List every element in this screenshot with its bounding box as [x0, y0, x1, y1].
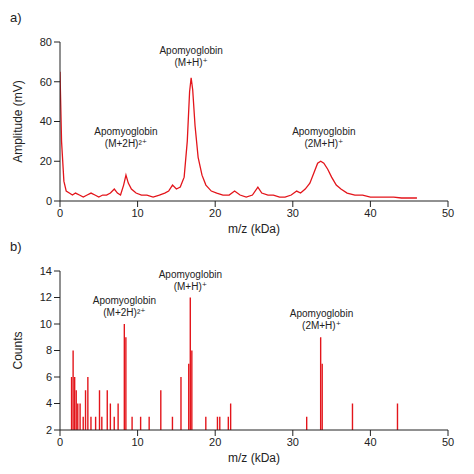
svg-text:Apomyoglobin(M+2H)²⁺: Apomyoglobin(M+2H)²⁺	[94, 126, 157, 149]
svg-text:Apomyoglobin(M+2H)²⁺: Apomyoglobin(M+2H)²⁺	[93, 295, 156, 318]
html-text:a): a)	[10, 10, 22, 25]
svg-text:Apomyoglobin(M+H)⁺: Apomyoglobin(M+H)⁺	[159, 269, 222, 292]
svg-text:10: 10	[131, 436, 143, 448]
svg-text:6: 6	[46, 371, 52, 383]
svg-text:40: 40	[364, 207, 376, 219]
svg-text:0: 0	[57, 436, 63, 448]
svg-text:30: 30	[287, 436, 299, 448]
svg-text:4: 4	[46, 397, 52, 409]
svg-text:0: 0	[46, 195, 52, 207]
svg-text:Apomyoglobin(2M+H)⁺: Apomyoglobin(2M+H)⁺	[292, 126, 355, 149]
svg-text:30: 30	[287, 207, 299, 219]
svg-text:m/z (kDa): m/z (kDa)	[228, 222, 280, 236]
svg-text:50: 50	[442, 436, 454, 448]
html-text:b): b)	[10, 239, 22, 254]
svg-text:20: 20	[209, 436, 221, 448]
svg-text:Apomyoglobin(2M+H)⁺: Apomyoglobin(2M+H)⁺	[290, 308, 353, 331]
svg-text:Apomyoglobin(M+H)⁺: Apomyoglobin(M+H)⁺	[159, 45, 222, 68]
svg-text:12: 12	[40, 291, 52, 303]
svg-text:Counts: Counts	[11, 331, 25, 369]
svg-text:8: 8	[46, 344, 52, 356]
svg-text:40: 40	[364, 436, 376, 448]
svg-text:10: 10	[131, 207, 143, 219]
svg-text:Amplitude (mV): Amplitude (mV)	[11, 80, 25, 163]
svg-text:2: 2	[46, 424, 52, 436]
svg-text:60: 60	[40, 76, 52, 88]
svg-text:14: 14	[40, 265, 52, 277]
svg-text:0: 0	[57, 207, 63, 219]
svg-text:m/z (kDa): m/z (kDa)	[228, 451, 280, 465]
svg-text:20: 20	[40, 155, 52, 167]
svg-text:10: 10	[40, 318, 52, 330]
svg-text:50: 50	[442, 207, 454, 219]
svg-text:40: 40	[40, 115, 52, 127]
svg-text:20: 20	[209, 207, 221, 219]
svg-text:80: 80	[40, 36, 52, 48]
